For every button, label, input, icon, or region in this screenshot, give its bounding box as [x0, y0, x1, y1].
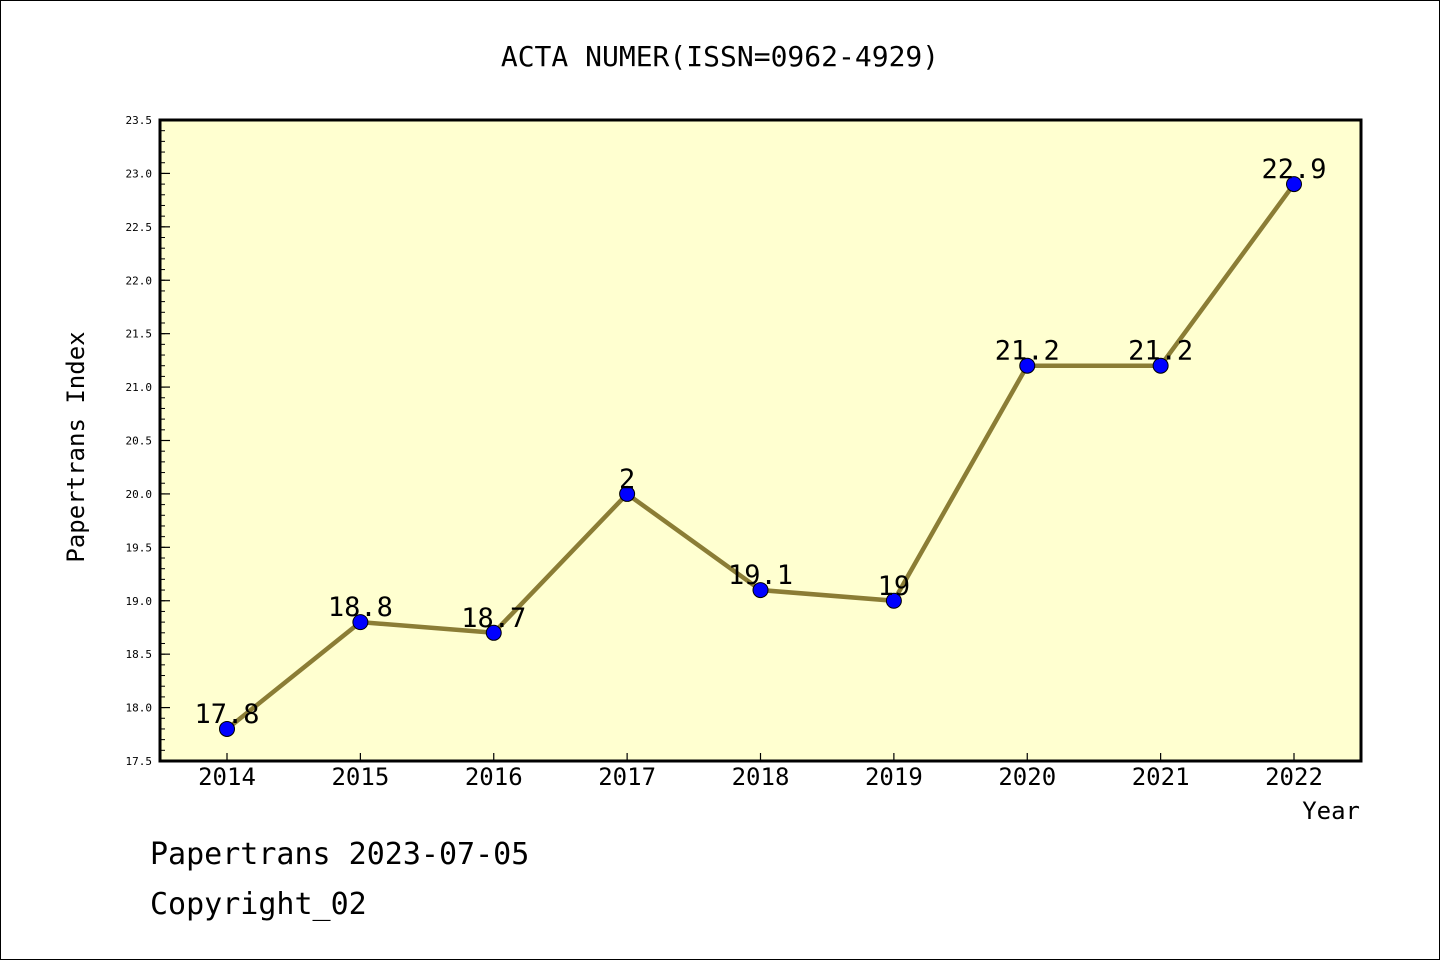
data-label: 19.1	[728, 560, 793, 591]
data-label: 18.7	[461, 603, 526, 634]
data-point	[1019, 357, 1036, 374]
data-point	[752, 582, 769, 599]
x-tick-label: 2016	[465, 763, 523, 791]
footer-copyright: Copyright_02	[150, 887, 367, 922]
plot-area	[160, 120, 1361, 761]
chart-title: ACTA NUMER(ISSN=0962-4929)	[501, 40, 939, 73]
data-label: 21.2	[995, 336, 1060, 367]
y-tick-label: 18.5	[126, 648, 153, 661]
data-label: 21.2	[1128, 336, 1193, 367]
x-tick-label: 2022	[1265, 763, 1323, 791]
y-tick-label: 23.5	[126, 114, 153, 127]
footer-date: Papertrans 2023-07-05	[150, 837, 529, 872]
x-axis: 2014 2015 2016 2017 2018 2019 2020 2021 2022	[198, 753, 1323, 791]
y-tick-label: 17.5	[126, 755, 153, 768]
series-markers	[219, 176, 1302, 737]
data-label: 2	[619, 464, 635, 495]
data-label: 19	[878, 571, 911, 602]
data-point	[1286, 176, 1302, 193]
data-point	[352, 614, 369, 631]
y-tick-label: 23.0	[126, 167, 153, 180]
x-tick-label: 2018	[732, 763, 790, 791]
y-tick-label: 19.5	[126, 541, 153, 554]
y-tick-label: 22.0	[126, 274, 153, 287]
data-point	[485, 624, 502, 641]
data-labels: 17.8 18.8 18.7 2 19.1 19 21.2 21.2 22.9	[194, 154, 1326, 730]
y-tick-label: 20.5	[126, 435, 153, 448]
y-tick-label: 22.5	[126, 221, 153, 234]
y-tick-label: 19.0	[126, 595, 153, 608]
data-label: 18.8	[328, 592, 393, 623]
x-tick-label: 2015	[331, 763, 389, 791]
data-point	[1152, 357, 1169, 374]
x-tick-label: 2017	[598, 763, 656, 791]
data-point	[885, 592, 902, 609]
x-axis-label: Year	[1302, 797, 1360, 825]
y-tick-label: 21.5	[126, 328, 153, 341]
data-label: 22.9	[1261, 154, 1326, 185]
x-tick-label: 2019	[865, 763, 923, 791]
plot-frame	[158, 118, 1363, 763]
data-point	[219, 720, 235, 737]
data-label: 17.8	[194, 699, 259, 730]
x-tick-label: 2014	[198, 763, 256, 791]
y-tick-label: 18.0	[126, 702, 153, 715]
y-axis-label: Papertrans Index	[62, 331, 90, 562]
y-tick-label: 21.0	[126, 381, 153, 394]
y-axis: 17.5 18.0 18.5 19.0 19.5 20.0 20.5 21.0 21.5 22.0…	[126, 114, 170, 768]
y-tick-label: 20.0	[126, 488, 153, 501]
data-point	[619, 485, 636, 502]
x-tick-label: 2021	[1132, 763, 1190, 791]
x-tick-label: 2020	[998, 763, 1056, 791]
